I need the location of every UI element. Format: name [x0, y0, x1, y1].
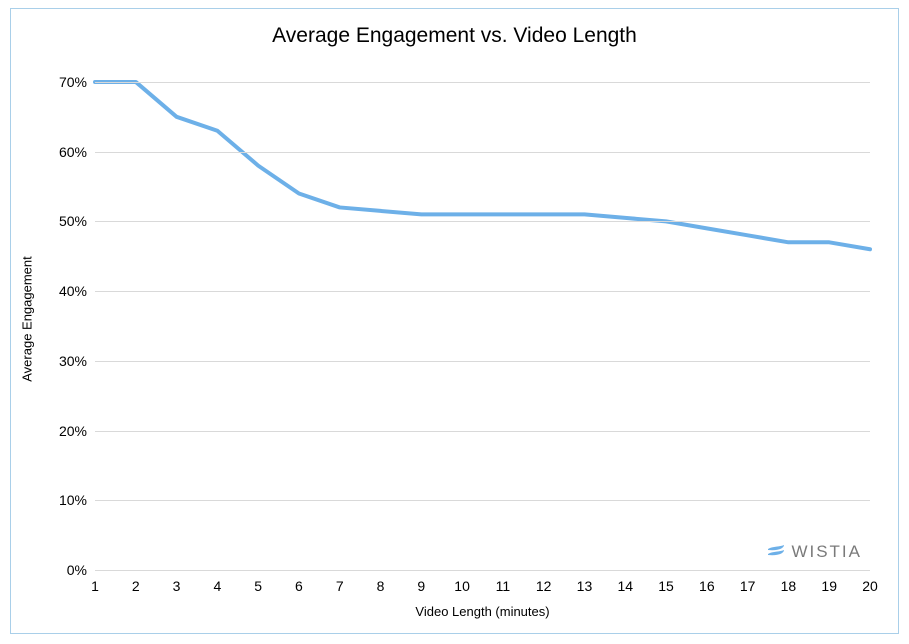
x-tick-label: 4 [213, 570, 221, 594]
brand-watermark: WISTIA [767, 542, 862, 562]
x-tick-label: 7 [336, 570, 344, 594]
brand-text: WISTIA [791, 542, 862, 562]
x-tick-label: 1 [91, 570, 99, 594]
y-tick-label: 30% [59, 353, 95, 369]
y-tick-label: 50% [59, 213, 95, 229]
grid-line [95, 221, 870, 222]
y-tick-label: 40% [59, 283, 95, 299]
x-tick-label: 12 [536, 570, 552, 594]
wistia-logo-icon [767, 545, 785, 559]
x-tick-label: 2 [132, 570, 140, 594]
grid-line [95, 500, 870, 501]
chart-container: Average Engagement vs. Video Length WIST… [0, 0, 909, 644]
x-tick-label: 14 [617, 570, 633, 594]
x-tick-label: 8 [377, 570, 385, 594]
grid-line [95, 82, 870, 83]
y-axis-title: Average Engagement [20, 256, 35, 382]
chart-title: Average Engagement vs. Video Length [0, 24, 909, 48]
grid-line [95, 431, 870, 432]
x-tick-label: 17 [740, 570, 756, 594]
x-tick-label: 16 [699, 570, 715, 594]
x-tick-label: 11 [496, 570, 511, 594]
x-tick-label: 10 [454, 570, 470, 594]
line-layer [95, 68, 870, 570]
grid-line [95, 361, 870, 362]
plot-area: WISTIA 0%10%20%30%40%50%60%70%1234567891… [95, 68, 870, 570]
x-tick-label: 13 [577, 570, 593, 594]
x-tick-label: 3 [173, 570, 181, 594]
y-tick-label: 60% [59, 144, 95, 160]
grid-line [95, 152, 870, 153]
series-line-engagement [95, 82, 870, 249]
grid-line [95, 291, 870, 292]
y-tick-label: 70% [59, 74, 95, 90]
x-tick-label: 18 [781, 570, 797, 594]
x-tick-label: 20 [862, 570, 878, 594]
x-tick-label: 9 [417, 570, 425, 594]
x-tick-label: 5 [254, 570, 262, 594]
x-tick-label: 15 [658, 570, 674, 594]
x-axis-title: Video Length (minutes) [415, 604, 549, 619]
y-tick-label: 10% [59, 492, 95, 508]
x-tick-label: 6 [295, 570, 303, 594]
x-tick-label: 19 [821, 570, 837, 594]
y-tick-label: 20% [59, 423, 95, 439]
